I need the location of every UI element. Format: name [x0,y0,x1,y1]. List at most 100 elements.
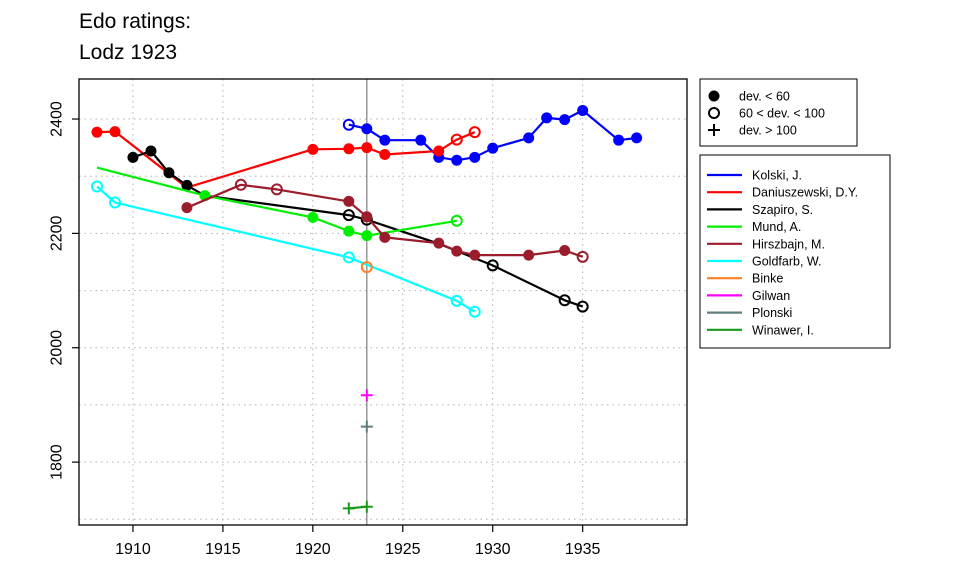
data-point-kolski-j-1924 [379,134,391,146]
series-mund-a [96,166,463,242]
grid [79,79,687,525]
series-binke [360,261,373,274]
plot-frame [78,78,688,526]
data-point-kolski-j-1934 [559,114,571,126]
data-point-kolski-j-1935 [577,104,589,116]
series-legend: Kolski, J. Daniuszewski, D.Y. Szapiro, S. M… [699,154,891,349]
marker-legend-label-filled: dev. < 60 [739,90,790,104]
marker-legend-symbol-plus [708,124,720,136]
data-point-hirszbajn-m-1924 [379,231,391,243]
marker-legend: dev. < 60 60 < dev. < 100 dev. > 100 [699,78,858,147]
series-hirszbajn-m [181,178,589,263]
data-point-daniuszewski-d-y-1924 [379,148,391,160]
series-szapiro-s [127,145,589,313]
data-point-daniuszewski-d-y-1923 [361,142,373,154]
data-point-goldfarb-w-1928 [450,294,463,307]
data-point-goldfarb-w-1909 [108,196,121,209]
series-legend-label-binke: Binke [752,272,783,286]
axes: 1910 1915 1920 1925 1930 1935 1800 2000 2200 2400 [49,101,601,558]
data-point-kolski-j-1930 [487,142,499,154]
x-tick-label-1925: 1925 [385,541,421,558]
data-point-kolski-j-1923 [361,123,373,135]
data-point-kolski-j-1933 [541,112,553,124]
data-point-kolski-j-1937 [613,134,625,146]
data-point-winawer-i-1923 [360,500,373,513]
x-tick-label-1910: 1910 [115,541,151,558]
series-legend-label-hirszbajn-m: Hirszbajn, M. [752,237,825,251]
y-tick-label-2400: 2400 [49,101,66,137]
series-line-szapiro-s-0 [132,149,584,308]
data-point-szapiro-s-1922 [342,209,355,222]
data-point-daniuszewski-d-y-1909 [109,126,121,138]
series-line-goldfarb-w-0 [96,185,476,313]
data-point-szapiro-s-1912 [163,167,175,179]
data-point-goldfarb-w-1908 [90,180,103,193]
data-point-hirszbajn-m-1916 [234,178,247,191]
chart-title-line-1: Edo ratings: [79,10,191,33]
data-point-szapiro-s-1934 [558,294,571,307]
data-point-daniuszewski-d-y-1927 [433,145,445,157]
data-point-szapiro-s-1911 [145,145,157,157]
data-point-mund-a-1922 [343,225,355,237]
series-legend-label-winawer-i: Winawer, I. [752,323,814,337]
series-legend-label-daniuszewski-d-y: Daniuszewski, D.Y. [752,186,858,200]
data-point-mund-a-1920 [307,211,319,223]
data-point-kolski-j-1929 [469,151,481,163]
data-point-hirszbajn-m-1934 [559,245,571,257]
series-line-hirszbajn-m-0 [186,183,584,258]
series-daniuszewski-d-y [91,126,481,189]
series-line-mund-a-0 [96,166,457,237]
data-point-szapiro-s-1930 [486,259,499,272]
data-point-hirszbajn-m-1913 [181,202,193,214]
marker-legend-box [699,78,858,147]
marker-legend-symbol-filled [708,90,720,102]
series-gilwan [360,389,373,402]
chart-title-line-2: Lodz 1923 [79,41,177,64]
data-point-kolski-j-1938 [631,132,643,144]
data-point-hirszbajn-m-1929 [469,249,481,261]
data-point-gilwan-1923 [360,389,373,402]
series-kolski-j [342,104,643,166]
x-tick-label-1920: 1920 [295,541,331,558]
data-point-hirszbajn-m-1918 [270,183,283,196]
data-point-hirszbajn-m-1932 [523,249,535,261]
data-point-binke-1923 [360,261,373,274]
series-winawer-i [342,500,373,515]
y-tick-label-1800: 1800 [49,444,66,480]
data-point-winawer-i-1922 [342,502,355,515]
series-legend-label-mund-a: Mund, A. [752,220,801,234]
data-point-daniuszewski-d-y-1928 [450,133,463,146]
data-point-goldfarb-w-1922 [342,251,355,264]
series-legend-label-plonski: Plonski [752,306,792,320]
marker-legend-label-open: 60 < dev. < 100 [739,107,825,121]
series-legend-label-goldfarb-w: Goldfarb, W. [752,255,821,269]
data-point-hirszbajn-m-1923 [361,211,373,223]
data-point-mund-a-1928 [450,214,463,227]
marker-legend-label-plus: dev. > 100 [739,124,797,138]
x-tick-label-1915: 1915 [205,541,241,558]
data-point-kolski-j-1922 [342,118,355,131]
data-point-daniuszewski-d-y-1920 [307,143,319,155]
x-tick-label-1935: 1935 [565,541,601,558]
data-point-kolski-j-1926 [415,134,427,146]
data-point-szapiro-s-1935 [576,300,589,313]
data-point-hirszbajn-m-1928 [451,245,463,257]
data-point-daniuszewski-d-y-1908 [91,126,103,138]
y-tick-label-2200: 2200 [49,215,66,251]
data-point-hirszbajn-m-1922 [343,195,355,207]
data-point-plonski-1923 [360,420,373,433]
data-point-hirszbajn-m-1935 [576,250,589,263]
data-point-daniuszewski-d-y-1922 [343,143,355,155]
marker-legend-symbol-open [708,107,720,119]
x-tick-label-1930: 1930 [475,541,511,558]
data-point-mund-a-1923 [361,230,373,242]
data-point-szapiro-s-1910 [127,151,139,163]
y-tick-label-2000: 2000 [49,330,66,366]
series-goldfarb-w [90,180,481,318]
data-point-goldfarb-w-1929 [468,305,481,318]
series-legend-label-szapiro-s: Szapiro, S. [752,203,813,217]
series-line-daniuszewski-d-y-0 [96,130,476,189]
data-point-szapiro-s-1913 [181,179,193,191]
data-point-daniuszewski-d-y-1929 [468,126,481,139]
